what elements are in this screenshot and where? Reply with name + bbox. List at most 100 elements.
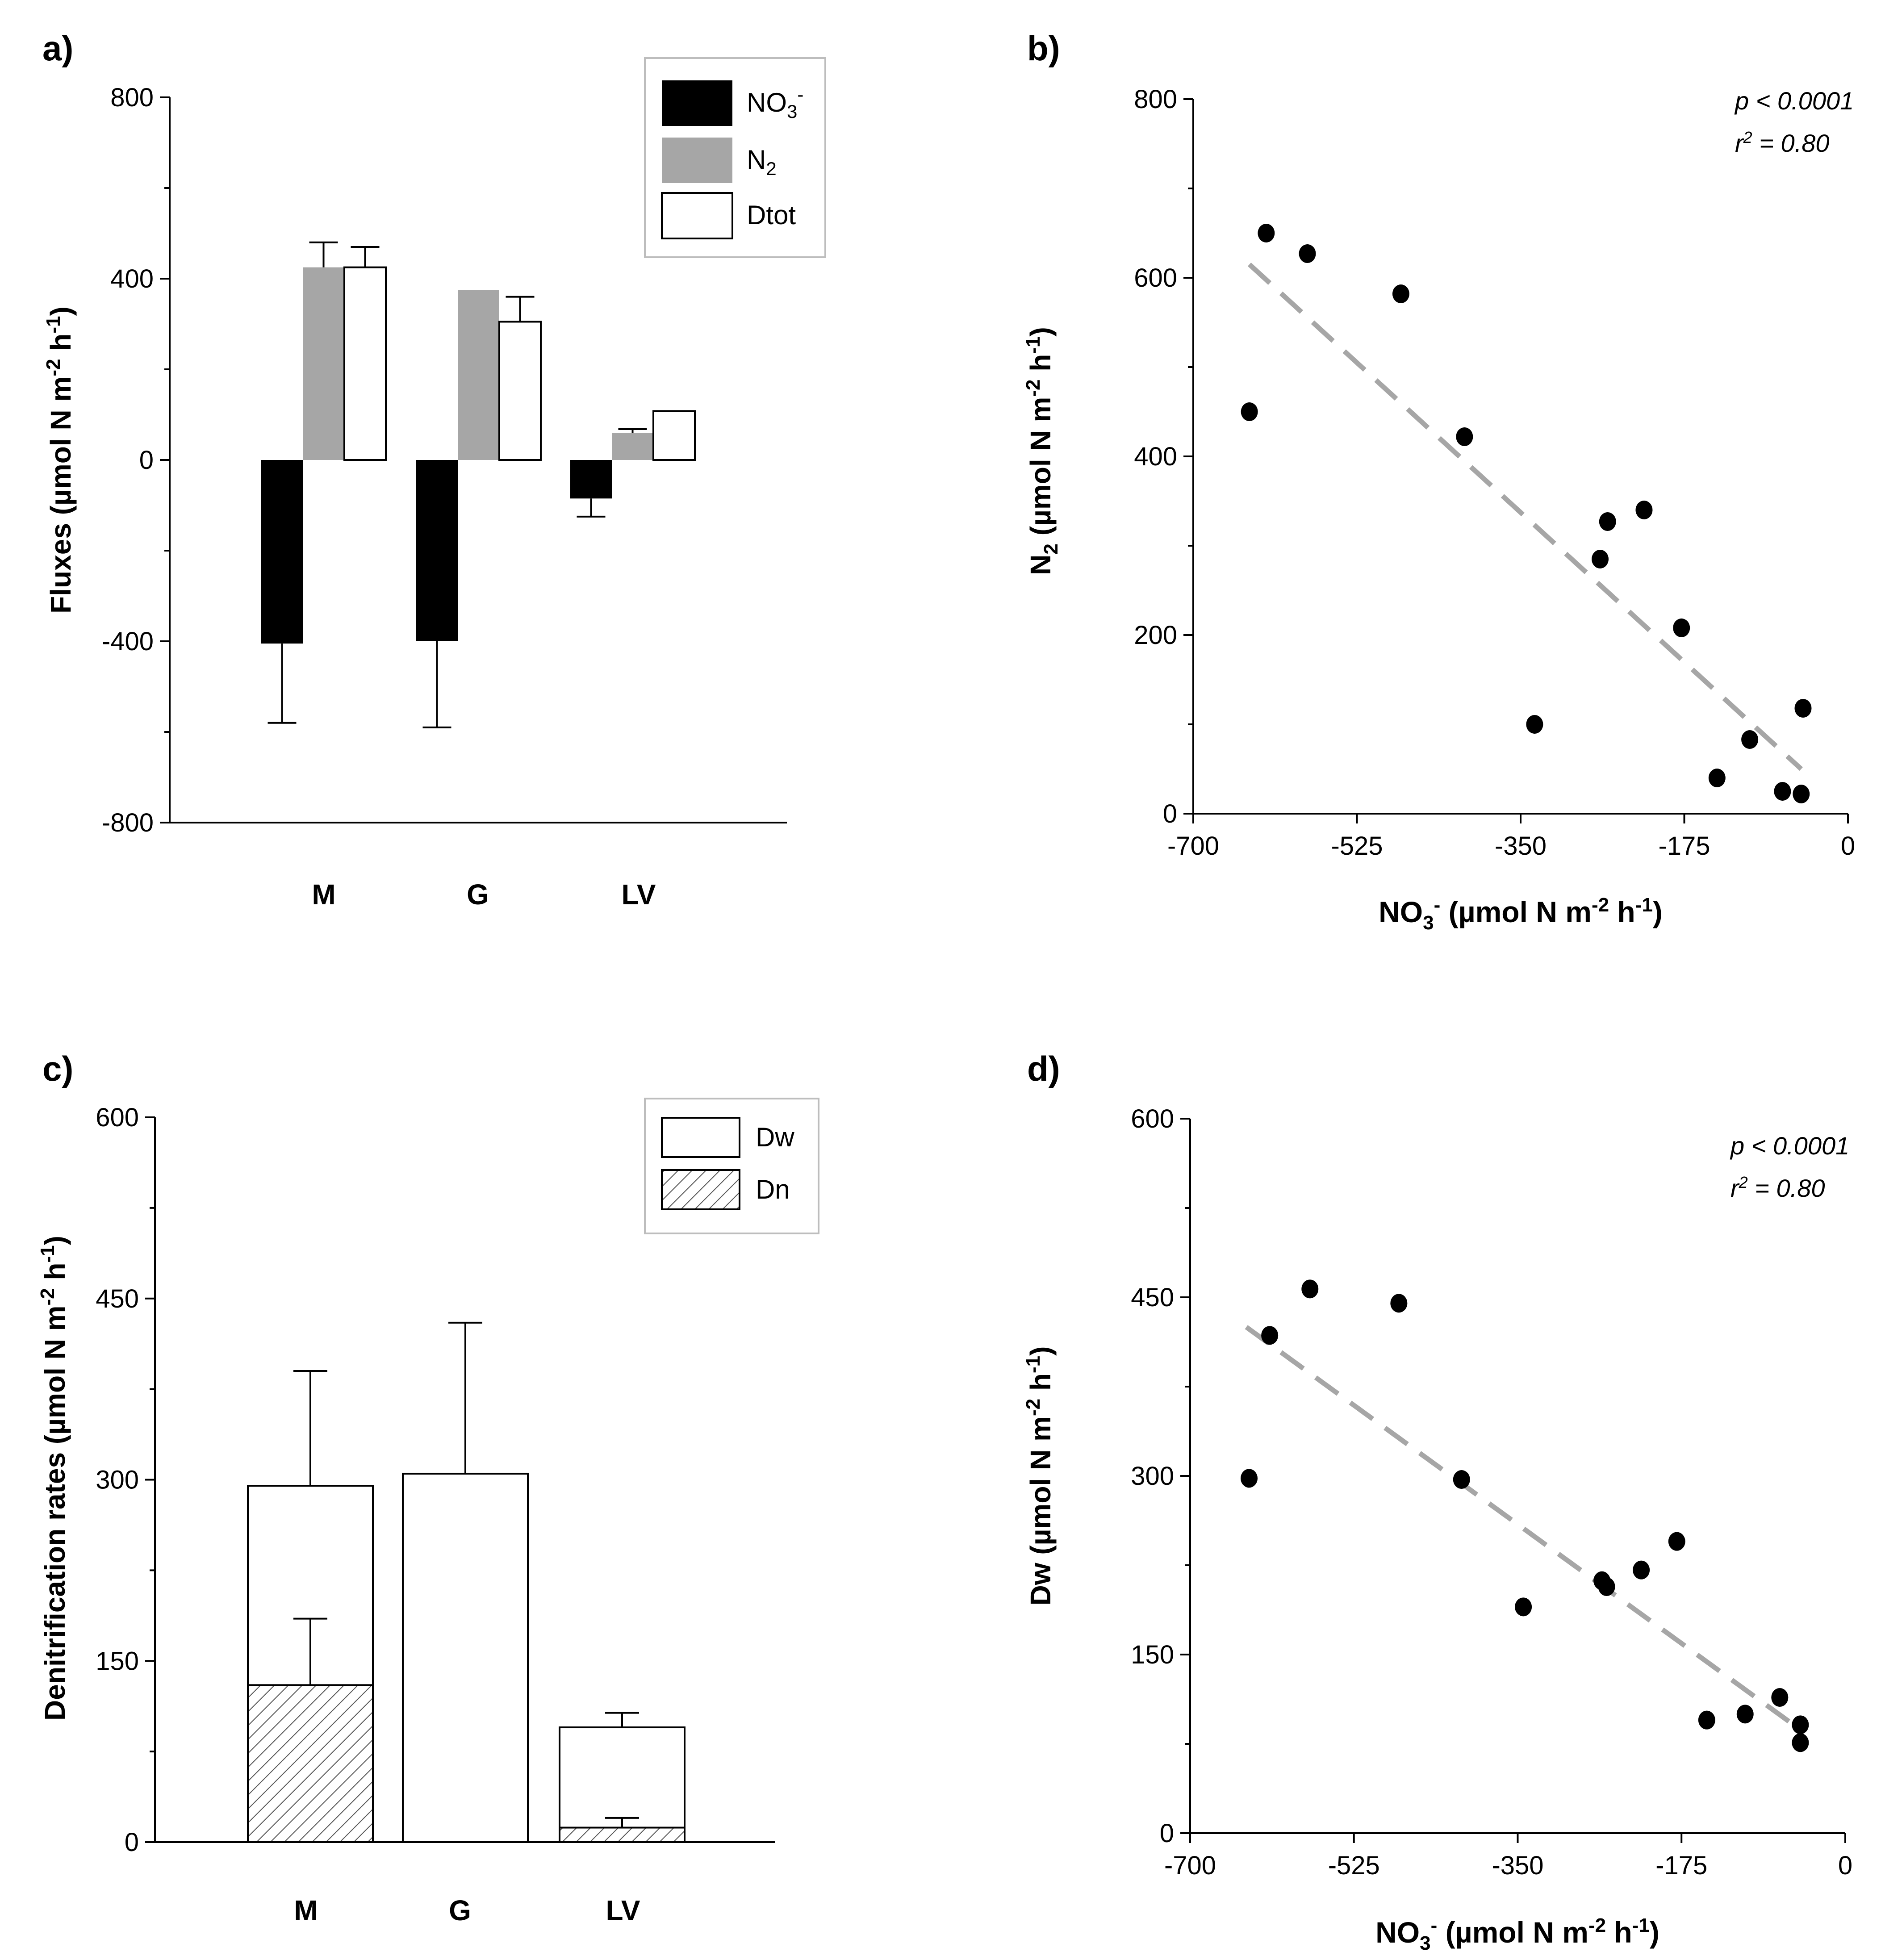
panel-b-x-ticks: -700 -525 -350 -175 0 [1167, 814, 1855, 861]
data-point [1794, 699, 1812, 718]
category-label: G [449, 1894, 471, 1927]
y-tick-label: 400 [1134, 442, 1177, 471]
data-point [1792, 1733, 1809, 1752]
y-tick-label: 0 [1163, 799, 1177, 828]
y-tick-label: 0 [125, 1828, 139, 1857]
panel-b-label: b) [1027, 29, 1060, 68]
bar-no3 [261, 460, 303, 644]
y-tick-label: 800 [1134, 85, 1177, 114]
x-tick-label: -175 [1655, 1851, 1707, 1880]
panel-d-y-ticks: 600 450 300 150 0 [1131, 1104, 1190, 1848]
panel-b-x-axis-label: NO3- (µmol N m-2 h-1) [1379, 894, 1663, 934]
regression-line [1247, 262, 1803, 771]
data-point [1708, 769, 1726, 787]
y-tick-label: 0 [139, 446, 154, 475]
panel-c-y-axis-label: Denitrification rates (µmol N m-2 h-1) [37, 1236, 71, 1721]
panel-c-label: c) [42, 1049, 73, 1088]
legend-label-dtot: Dtot [747, 200, 796, 230]
category-label: LV [621, 878, 656, 911]
x-tick-label: -175 [1658, 832, 1710, 861]
data-point [1673, 619, 1690, 637]
bar-dn [247, 1684, 374, 1843]
panel-b-y-ticks: 800 600 400 200 0 [1134, 85, 1193, 828]
panel-b-r-squared: r2 = 0.80 [1735, 128, 1830, 157]
y-tick-label: 600 [1134, 263, 1177, 293]
legend-label-dw: Dw [756, 1122, 794, 1152]
panel-b-y-axis-label: N2 (µmol N m-2 h-1) [1022, 327, 1062, 575]
y-tick-label: 400 [110, 264, 154, 293]
panel-b: b) 800 600 400 200 0 -700 -525 -350 -175 0 p < 0… [1022, 29, 1855, 934]
legend-swatch-dn [661, 1169, 740, 1210]
data-point [1592, 550, 1609, 568]
panel-d-x-ticks: -700 -525 -350 -175 0 [1164, 1833, 1852, 1880]
panel-b-points [1241, 224, 1812, 803]
y-tick-label: 200 [1134, 621, 1177, 650]
panel-d-label: d) [1027, 1049, 1060, 1088]
x-tick-label: 0 [1841, 832, 1855, 861]
panel-a-y-ticks: 800 400 0 -400 -800 [102, 83, 170, 837]
y-tick-label: 150 [1131, 1640, 1174, 1669]
x-tick-label: 0 [1838, 1851, 1852, 1880]
data-point [1771, 1688, 1789, 1707]
y-tick-label: 150 [96, 1647, 139, 1676]
panel-d: d) 600 450 300 150 0 -700 -525 -350 -175 0 p < 0… [1022, 1049, 1852, 1954]
panel-d-r-squared: r2 = 0.80 [1731, 1173, 1825, 1202]
data-point [1301, 1279, 1319, 1299]
data-point [1390, 1294, 1408, 1313]
panel-a-legend: NO3- N2 Dtot [644, 57, 826, 258]
panel-a-bars [261, 241, 696, 728]
data-point [1456, 427, 1473, 446]
data-point [1598, 1577, 1615, 1596]
data-point [1668, 1532, 1685, 1551]
panel-b-trendline [1247, 262, 1803, 771]
bar-n2 [612, 433, 653, 460]
bar-dtot [343, 266, 387, 461]
legend-swatch-dtot [661, 192, 733, 239]
panel-b-p-value: p < 0.0001 [1734, 87, 1854, 115]
y-tick-label: -800 [102, 808, 154, 837]
data-point [1515, 1597, 1532, 1617]
bar-dn [559, 1826, 686, 1843]
y-tick-label: 0 [1160, 1819, 1174, 1848]
panel-a-label: a) [42, 29, 73, 68]
data-point [1241, 1469, 1258, 1488]
data-point [1453, 1470, 1470, 1489]
panel-a-categories: M G LV [312, 878, 656, 911]
panel-c-categories: M G LV [294, 1894, 640, 1927]
data-point [1774, 782, 1791, 801]
data-point [1299, 244, 1316, 263]
x-tick-label: -700 [1167, 832, 1219, 861]
bar-dtot [652, 410, 696, 461]
x-tick-label: -525 [1328, 1851, 1380, 1880]
y-tick-label: 300 [96, 1466, 139, 1495]
y-tick-label: -400 [102, 627, 154, 656]
legend-label-n2: N2 [747, 145, 777, 179]
category-label: LV [606, 1894, 640, 1927]
panel-d-x-axis-label: NO3- (µmol N m-2 h-1) [1375, 1914, 1659, 1954]
data-point [1258, 224, 1275, 242]
x-tick-label: -525 [1331, 832, 1383, 861]
panel-a-y-axis-label: Fluxes (µmol N m-2 h-1) [42, 306, 77, 614]
y-tick-label: 300 [1131, 1462, 1174, 1491]
data-point [1792, 1715, 1809, 1734]
data-point [1599, 512, 1616, 531]
y-tick-label: 800 [110, 83, 154, 112]
bar-no3 [570, 460, 612, 499]
data-point [1635, 501, 1653, 519]
legend-label-no3: NO3- [747, 84, 803, 122]
bar-dw [402, 1472, 529, 1843]
y-tick-label: 450 [96, 1284, 139, 1313]
x-tick-label: -700 [1164, 1851, 1216, 1880]
category-label: M [294, 1894, 318, 1927]
y-tick-label: 600 [96, 1103, 139, 1132]
data-point [1392, 284, 1409, 303]
panel-a: a) 800 400 0 -400 -800 M G LV Fluxes (µmol N m… [42, 29, 826, 911]
legend-label-dn: Dn [756, 1174, 790, 1204]
data-point [1633, 1560, 1650, 1580]
data-point [1793, 785, 1810, 803]
panel-a-y-axis: 800 400 0 -400 -800 [102, 83, 171, 837]
panel-d-trendline [1245, 1325, 1800, 1730]
legend-swatch-no3 [662, 80, 732, 126]
bar-dtot [498, 321, 542, 461]
